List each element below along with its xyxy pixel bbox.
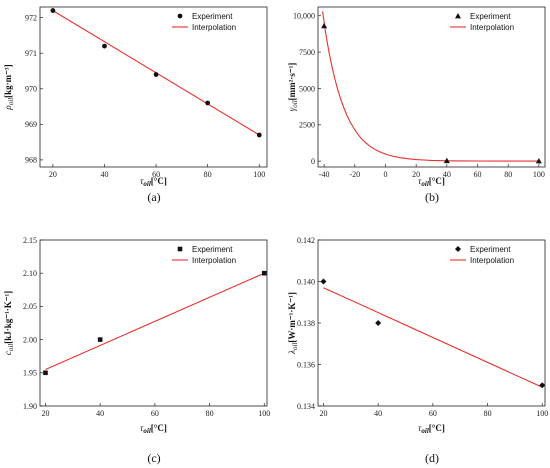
x-tick-label: 60	[151, 409, 159, 418]
y-tick-label: 0.140	[297, 277, 315, 286]
panel-label: (c)	[147, 451, 160, 465]
y-tick-label: 0	[311, 157, 315, 166]
x-tick-label: -20	[349, 170, 360, 179]
y-tick-label: 2.05	[23, 302, 37, 311]
experiment-point	[320, 278, 327, 285]
x-tick-label: 40	[96, 409, 104, 418]
y-tick-label: 1.95	[23, 369, 37, 378]
y-tick-label: 0.134	[297, 402, 315, 411]
x-axis-title: τoil[°C]	[418, 423, 445, 435]
legend-experiment: Experiment	[192, 245, 233, 254]
legend-marker	[455, 13, 461, 19]
interpolation-line	[322, 11, 539, 162]
y-tick-label: 0.138	[297, 319, 315, 328]
experiment-point	[102, 43, 107, 49]
interpolation-line	[323, 287, 543, 388]
y-tick-label: 2.00	[23, 335, 37, 344]
x-tick-label: 80	[204, 170, 212, 179]
experiment-point	[539, 382, 546, 389]
x-tick-label: 60	[429, 409, 437, 418]
experiment-point	[256, 132, 262, 138]
x-tick-label: 40	[443, 170, 451, 179]
x-axis-title: τoil[°C]	[140, 423, 167, 435]
x-tick-label: -40	[319, 170, 330, 179]
x-tick-label: 80	[206, 409, 214, 418]
legend-experiment: Experiment	[470, 245, 511, 254]
chart-panel-a: 20 40 60 80 100 968 969 970 971 972 Experiment Inte…	[3, 6, 268, 204]
legend-interpolation: Interpolation	[192, 256, 236, 265]
y-tick-label: 970	[25, 85, 37, 94]
y-axis-title: γoil[mm²·s⁻¹]	[287, 63, 299, 112]
y-tick-label: 968	[25, 156, 37, 165]
y-tick-label: 10,000	[293, 12, 315, 21]
panel-label: (d)	[425, 451, 439, 465]
x-tick-label: 20	[49, 170, 57, 179]
legend-interpolation: Interpolation	[192, 23, 236, 32]
y-tick-label: 1.90	[23, 402, 37, 411]
x-axis-title: τoil[°C]	[418, 176, 445, 188]
plot-frame	[39, 239, 268, 407]
y-axis-title: λoil[W·m⁻¹·K⁻¹]	[287, 292, 299, 355]
y-tick-label: 972	[25, 13, 37, 22]
experiment-point	[261, 270, 267, 276]
x-tick-label: 60	[474, 170, 482, 179]
experiment-point	[50, 8, 56, 13]
panel-label: (b)	[425, 190, 439, 204]
x-tick-label: 100	[533, 170, 545, 179]
chart-panel-c: 20 40 60 80 100 1.90 1.95 2.00 2.05 2.10 2.15 Exper…	[3, 236, 270, 465]
experiment-point	[443, 157, 450, 164]
y-axis-title: ρoil[kg·m⁻³]	[3, 64, 15, 110]
experiment-point	[375, 320, 382, 326]
experiment-point	[205, 100, 211, 106]
y-tick-label: 7500	[299, 48, 315, 57]
panel-label: (a)	[147, 190, 160, 204]
experiment-point	[321, 22, 328, 29]
x-tick-label: 80	[484, 409, 492, 418]
legend-marker	[177, 13, 183, 19]
x-tick-label: 40	[100, 170, 108, 179]
y-tick-label: 2.10	[23, 269, 37, 278]
y-tick-label: 971	[25, 49, 37, 58]
x-tick-label: 20	[41, 409, 49, 418]
x-tick-label: 40	[374, 409, 382, 418]
x-axis-title: τoil[°C]	[140, 176, 167, 188]
legend-interpolation: Interpolation	[470, 256, 514, 265]
x-tick-label: 100	[536, 409, 548, 418]
x-tick-label: 100	[258, 409, 270, 418]
x-tick-label: 80	[504, 170, 512, 179]
legend-marker	[177, 246, 183, 252]
experiment-point	[535, 158, 542, 164]
x-tick-label: 100	[253, 170, 265, 179]
chart-panel-b: -40 -20 0 20 40 60 80 100 0 2500 5000 7500 10,000 Exp…	[287, 6, 546, 204]
y-tick-label: 0.136	[297, 360, 315, 369]
x-tick-label: 60	[152, 170, 160, 179]
y-axis-title: coil[kJ·kg⁻¹·K⁻¹]	[3, 291, 15, 355]
interpolation-line	[45, 272, 265, 371]
x-tick-label: 20	[319, 409, 327, 418]
x-tick-label: 20	[412, 170, 420, 179]
x-tick-label: 0	[383, 170, 387, 179]
legend-marker	[455, 246, 461, 252]
experiment-point	[97, 337, 103, 342]
legend-experiment: Experiment	[470, 12, 511, 21]
chart-panel-d: 20 40 60 80 100 0.134 0.136 0.138 0.140 0.142 Expe…	[287, 236, 548, 465]
y-tick-label: 2500	[299, 121, 315, 130]
experiment-point	[153, 72, 159, 77]
legend-interpolation: Interpolation	[470, 23, 514, 32]
plot-frame	[317, 6, 546, 168]
legend-experiment: Experiment	[192, 12, 233, 21]
y-tick-label: 5000	[299, 84, 315, 93]
y-tick-label: 0.142	[297, 236, 315, 245]
y-tick-label: 969	[25, 120, 37, 129]
y-tick-label: 2.15	[23, 236, 37, 245]
experiment-point	[43, 370, 48, 376]
plot-frame	[39, 6, 268, 168]
